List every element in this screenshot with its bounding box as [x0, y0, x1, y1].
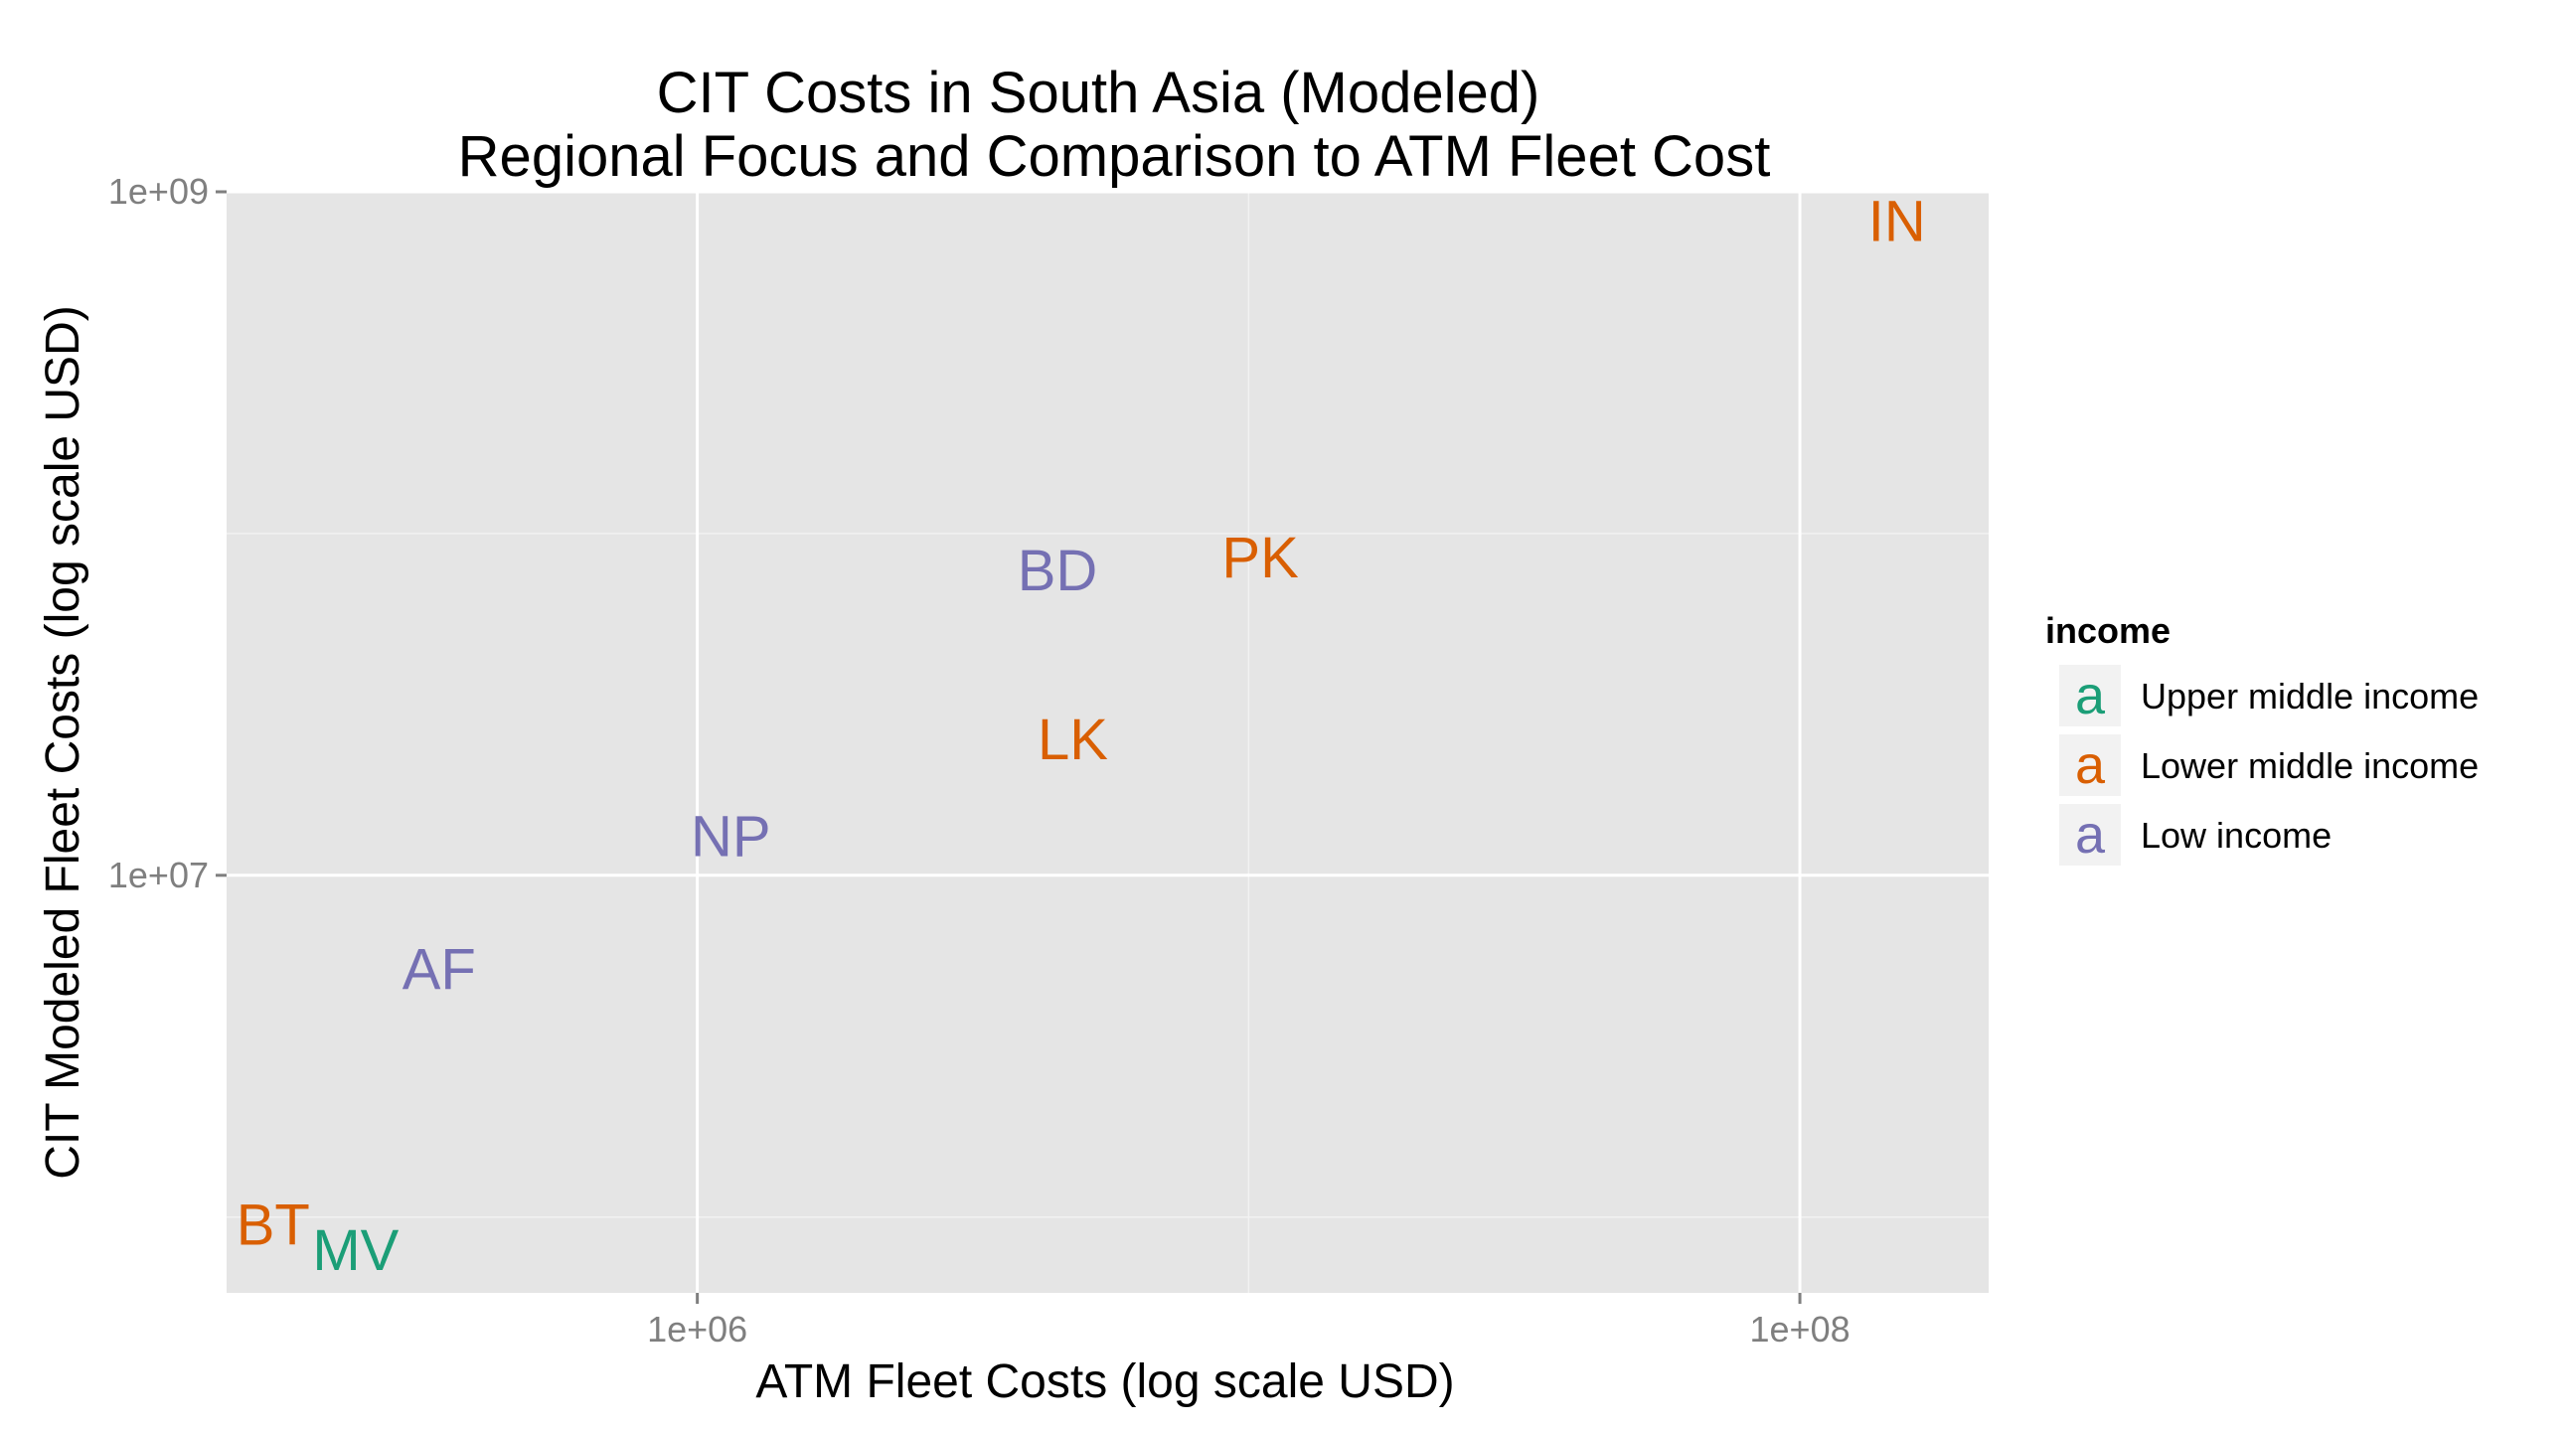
- plot-panel: [227, 192, 1989, 1293]
- legend: income a Upper middle income a Lower middle…: [2045, 610, 2479, 868]
- chart-subtitle: Regional Focus and Comparison to ATM Fle…: [458, 124, 1771, 189]
- legend-key: [2057, 732, 2123, 798]
- legend-key-glyph: a: [2075, 666, 2106, 725]
- axis-ticks: [216, 190, 1802, 1304]
- tick-labels: 1e+06 1e+08 1e+07 1e+09: [108, 171, 1851, 1350]
- data-points: IN PK BD LK NP AF BT MV: [237, 190, 1926, 1283]
- point-label-pk: PK: [1221, 526, 1299, 590]
- major-gridlines: [227, 190, 1989, 1293]
- point-label-np: NP: [691, 805, 771, 870]
- legend-key: [2057, 802, 2123, 868]
- chart-title: CIT Costs in South Asia (Modeled): [657, 61, 1540, 125]
- legend-entries: a Upper middle income a Lower middle income…: [2057, 663, 2479, 868]
- legend-title: income: [2045, 610, 2171, 651]
- legend-label: Low income: [2141, 815, 2332, 856]
- legend-key-glyph: a: [2075, 735, 2106, 795]
- x-axis-title: ATM Fleet Costs (log scale USD): [755, 1355, 1454, 1408]
- x-tick-label: 1e+08: [1750, 1309, 1851, 1350]
- point-label-lk: LK: [1038, 708, 1108, 772]
- point-label-in: IN: [1868, 190, 1926, 254]
- point-label-af: AF: [402, 938, 476, 1003]
- legend-label: Lower middle income: [2141, 745, 2479, 786]
- point-label-bd: BD: [1018, 539, 1098, 603]
- minor-gridlines: [227, 192, 1989, 1293]
- point-label-mv: MV: [312, 1218, 399, 1283]
- point-label-bt: BT: [237, 1192, 310, 1257]
- x-tick-label: 1e+06: [647, 1309, 747, 1350]
- y-axis-title: CIT Modeled Fleet Costs (log scale USD): [37, 305, 89, 1179]
- legend-key-glyph: a: [2075, 805, 2106, 865]
- y-tick-label: 1e+07: [108, 855, 209, 895]
- legend-key: [2057, 663, 2123, 728]
- y-tick-label: 1e+09: [108, 171, 209, 212]
- legend-label: Upper middle income: [2141, 676, 2479, 716]
